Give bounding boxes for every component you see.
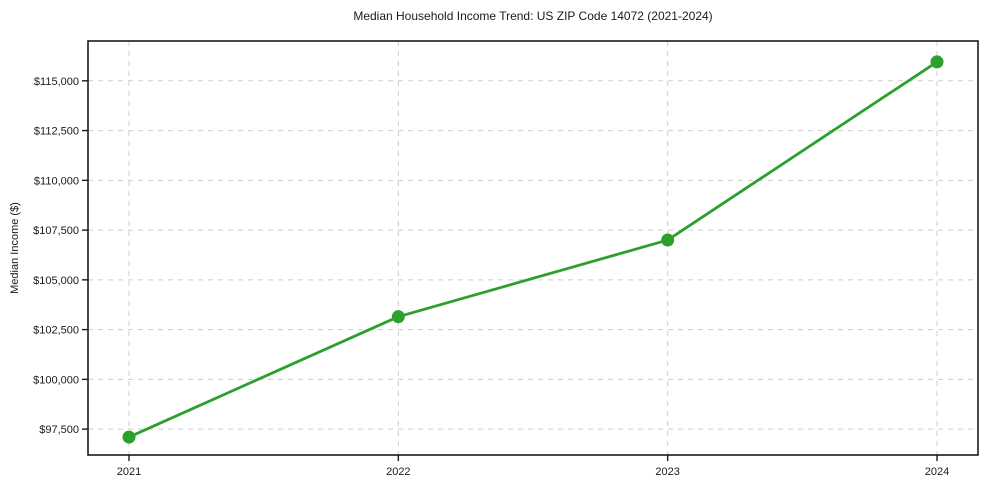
x-tick-label: 2022 (386, 466, 410, 478)
y-tick-label: $105,000 (33, 275, 79, 287)
data-point-2022 (391, 310, 405, 324)
x-tick-label: 2023 (655, 466, 679, 478)
chart-title: Median Household Income Trend: US ZIP Co… (353, 9, 713, 23)
y-tick-label: $112,500 (34, 126, 79, 138)
y-tick-label: $97,500 (39, 424, 79, 436)
y-tick-label: $102,500 (33, 325, 79, 337)
y-tick-label: $107,500 (33, 225, 79, 237)
data-point-2023 (661, 233, 675, 247)
axes-spines (87, 40, 979, 456)
y-tick-label: $110,000 (34, 175, 79, 187)
trend-line (127, 60, 939, 439)
x-tick-label: 2021 (117, 466, 141, 478)
data-point-2024 (930, 55, 944, 69)
y-tick-label: $100,000 (33, 374, 79, 386)
data-point-2021 (122, 430, 136, 444)
y-tick-label: $115,000 (34, 76, 79, 88)
x-tick-label: 2024 (925, 466, 949, 478)
